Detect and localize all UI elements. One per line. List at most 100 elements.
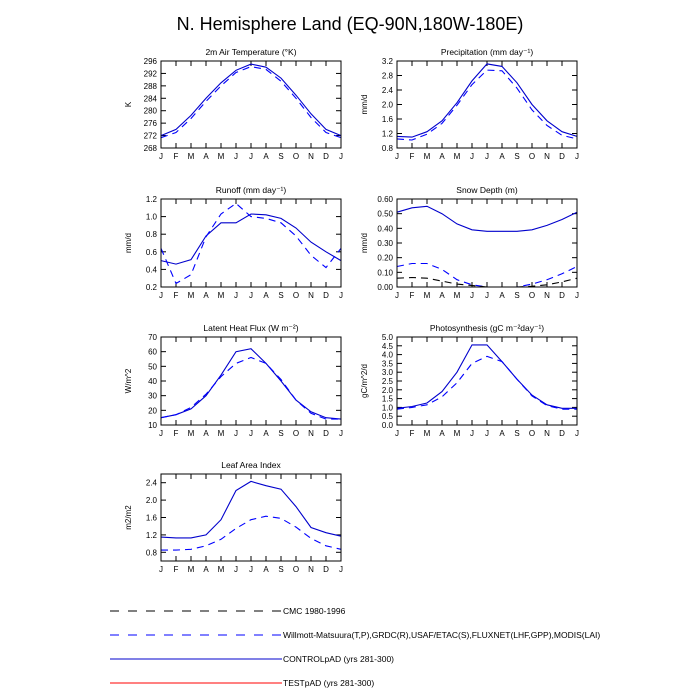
y-tick-label: 3.2 [382,57,394,66]
x-tick-label: D [323,429,329,438]
y-tick-label: 0.60 [377,195,393,204]
x-tick-label: J [575,429,579,438]
y-tick-label: 20 [148,406,157,415]
x-tick-label: D [559,152,565,161]
panel-title: Leaf Area Index [221,460,281,470]
y-tick-label: 5.0 [382,333,394,342]
y-tick-label: 276 [144,119,158,128]
y-tick-label: 1.0 [146,213,158,222]
chart-panel: 2m Air Temperature (°K) K 268 272 276 280 284 2… [124,47,343,161]
series-line [396,205,578,232]
x-tick-label: A [263,565,269,574]
x-tick-label: J [234,291,238,300]
y-tick-label: 0.10 [377,268,393,277]
x-tick-label: J [470,429,474,438]
panel-frame [160,198,342,288]
y-tick-label: 30 [148,392,157,401]
panel-title: Runoff (mm day⁻¹) [216,185,287,195]
y-axis-label: gC/m^2/d [360,364,369,398]
y-tick-label: 280 [144,107,158,116]
x-tick-label: O [293,565,299,574]
y-tick-label: 40 [148,377,157,386]
y-tick-label: 272 [144,132,158,141]
y-tick-label: 0.30 [377,239,393,248]
y-tick-label: 284 [144,94,158,103]
panel-title: Precipitation (mm day⁻¹) [441,47,534,57]
series-line [160,356,341,420]
y-tick-label: 0.6 [146,248,158,257]
x-tick-label: J [395,291,399,300]
x-tick-label: M [218,152,225,161]
y-axis-label: W/m^2 [124,368,133,393]
series-line [161,515,342,551]
y-tick-label: 4.0 [382,351,394,360]
x-tick-label: D [323,152,329,161]
x-tick-label: J [575,152,579,161]
x-tick-label: J [159,152,163,161]
panel-title: Snow Depth (m) [456,185,518,195]
y-tick-label: 1.6 [382,115,394,124]
x-tick-label: N [308,152,314,161]
y-tick-label: 3.0 [382,368,394,377]
y-axis-label: mm/d [360,95,369,115]
x-tick-label: M [454,152,461,161]
x-tick-label: S [514,429,519,438]
x-tick-label: O [529,152,535,161]
y-tick-label: 1.0 [382,403,394,412]
x-tick-label: F [410,291,415,300]
y-tick-label: 10 [148,421,157,430]
x-tick-label: A [499,152,505,161]
panel-frame [396,60,578,149]
series-line [396,344,577,409]
y-tick-label: 2.4 [382,86,394,95]
x-tick-label: A [263,429,269,438]
x-tick-label: N [308,429,314,438]
y-tick-label: 2.4 [146,479,158,488]
x-tick-label: F [174,565,179,574]
x-tick-label: J [234,565,238,574]
x-tick-label: J [575,291,579,300]
y-tick-label: 288 [144,82,158,91]
x-tick-label: S [278,565,283,574]
chart-panels: 2m Air Temperature (°K) K 268 272 276 280 284 2… [124,47,579,574]
chart-panel: Precipitation (mm day⁻¹) mm/d 0.8 1.2 1.6 2.0… [360,47,579,161]
legend: CMC 1980-1996 Willmott-Matsuura(T,P),GRDC… [110,606,600,688]
x-tick-label: M [218,565,225,574]
x-tick-label: M [188,152,195,161]
x-tick-label: J [339,565,343,574]
x-tick-label: J [485,152,489,161]
x-tick-label: M [188,565,195,574]
y-tick-label: 0.0 [382,421,394,430]
figure-title: N. Hemisphere Land (EQ-90N,180W-180E) [177,14,524,34]
chart-panel: Photosynthesis (gC m⁻²day⁻¹) gC/m^2/d 0.00… [360,323,579,438]
x-tick-label: O [529,291,535,300]
y-tick-label: 3.5 [382,359,394,368]
series-line [396,69,578,141]
x-tick-label: F [174,152,179,161]
x-tick-label: M [424,152,431,161]
y-tick-label: 2.0 [382,386,394,395]
y-tick-label: 2.5 [382,377,394,386]
x-tick-label: O [293,152,299,161]
y-tick-label: 0.40 [377,224,393,233]
legend-label: Willmott-Matsuura(T,P),GRDC(R),USAF/ETAC… [283,630,600,640]
y-tick-label: 2.8 [382,72,394,81]
x-tick-label: J [395,152,399,161]
panel-frame [160,60,342,149]
x-tick-label: J [485,291,489,300]
x-tick-label: J [395,429,399,438]
x-tick-label: J [249,565,253,574]
x-tick-label: O [293,429,299,438]
panel-title: Latent Heat Flux (W m⁻²) [203,323,298,333]
legend-label: CMC 1980-1996 [283,606,346,616]
x-tick-label: J [159,429,163,438]
y-tick-label: 0.50 [377,210,393,219]
series-line [396,63,578,138]
x-tick-label: S [278,152,283,161]
y-tick-label: 1.6 [146,514,158,523]
y-tick-label: 60 [148,348,157,357]
y-tick-label: 0.20 [377,254,393,263]
panel-frame [160,473,342,562]
panel-title: 2m Air Temperature (°K) [205,47,296,57]
x-tick-label: M [424,429,431,438]
